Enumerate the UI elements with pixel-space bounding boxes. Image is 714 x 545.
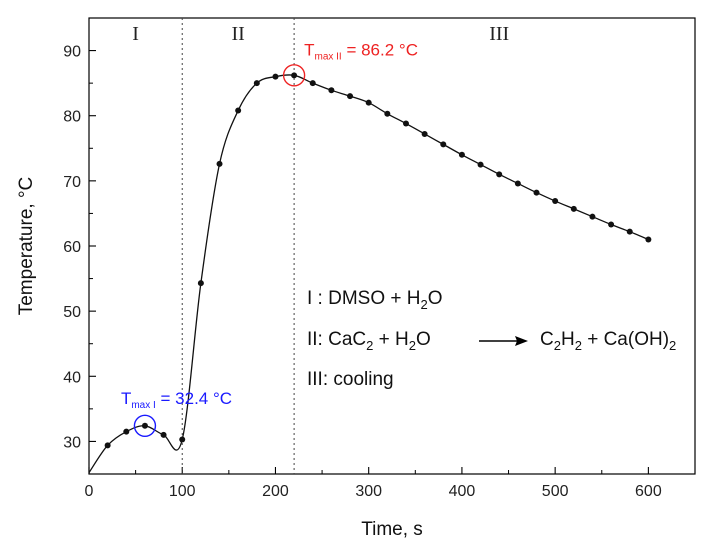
- data-point: [440, 141, 447, 148]
- dividers-layer: I II III: [132, 18, 509, 474]
- data-point: [365, 99, 372, 106]
- data-point: [552, 198, 559, 205]
- y-tick-label: 80: [63, 109, 81, 126]
- data-point: [272, 73, 279, 80]
- legend-line-2-products: C2H2 + Ca(OH)2: [540, 329, 676, 353]
- x-axis-title: Time, s: [361, 519, 423, 540]
- tmax-subscript: max I: [131, 400, 155, 411]
- data-point: [533, 189, 540, 196]
- x-tick-label: 200: [262, 483, 289, 500]
- data-point: [402, 120, 409, 127]
- data-point: [141, 422, 148, 429]
- x-tick-label: 600: [635, 483, 662, 500]
- legend-reactant-sub1: 2: [366, 338, 373, 353]
- x-tick-label: 100: [169, 483, 196, 500]
- data-point: [421, 130, 428, 137]
- data-point: [123, 428, 130, 435]
- temperature-curve: [88, 74, 649, 474]
- y-tick-label: 40: [63, 369, 81, 386]
- region-label-I: I: [132, 23, 139, 45]
- legend-line-3: III: cooling: [307, 369, 394, 390]
- legend-line-1-text: I : DMSO + H: [307, 288, 421, 309]
- data-point: [253, 80, 260, 87]
- tmax-label: Tmax I = 32.4 °C: [121, 389, 232, 411]
- legend-product-sub2: 2: [575, 338, 582, 353]
- y-tick-label: 90: [63, 44, 81, 61]
- x-tick-label: 400: [449, 483, 476, 500]
- data-point: [160, 431, 167, 438]
- tmax-symbol: T: [121, 389, 131, 408]
- data-point: [328, 87, 335, 94]
- legend-line-1-sub: 2: [421, 297, 428, 312]
- data-point: [291, 72, 298, 79]
- data-point: [570, 205, 577, 212]
- series-layer: [88, 72, 652, 474]
- y-tick-label: 70: [63, 174, 81, 191]
- tmax-value: = 32.4 °C: [156, 389, 232, 408]
- legend-product-b: H: [561, 329, 575, 350]
- data-point: [589, 213, 596, 220]
- legend-product-sub3: 2: [669, 338, 676, 353]
- data-point: [197, 280, 204, 287]
- y-axis-title: Temperature, °C: [16, 177, 37, 316]
- reaction-legend: I : DMSO + H2O II: CaC2 + H2O C2H2 + Ca(…: [307, 288, 676, 390]
- x-tick-label: 0: [85, 483, 94, 500]
- region-label-III: III: [489, 23, 509, 45]
- ticks-layer: 0 100 200 300 400 500 600 30 40 50 60 70 80 90: [63, 44, 662, 500]
- legend-product-a: C: [540, 329, 554, 350]
- legend-reactant-b: + H: [373, 329, 408, 350]
- tmax-marker-circle: [133, 414, 157, 437]
- x-tick-label: 300: [355, 483, 382, 500]
- legend-product-c: + Ca(OH): [582, 329, 669, 350]
- data-point: [645, 236, 652, 243]
- data-point: [384, 110, 391, 117]
- data-point: [496, 171, 503, 178]
- data-point: [608, 221, 615, 228]
- data-point: [104, 442, 111, 449]
- legend-line-1-end: O: [428, 288, 443, 309]
- tmax-value: = 86.2 °C: [342, 40, 418, 59]
- legend-reactant-sub2: 2: [409, 338, 416, 353]
- data-point: [477, 161, 484, 168]
- legend-line-2-reactants: II: CaC2 + H2O: [307, 329, 431, 353]
- tmax-subscript: max II: [314, 51, 341, 62]
- data-point: [458, 151, 465, 158]
- region-label-II: II: [232, 23, 245, 45]
- y-tick-label: 60: [63, 239, 81, 256]
- legend-reactant-a: II: CaC: [307, 329, 366, 350]
- legend-line-1: I : DMSO + H2O: [307, 288, 443, 312]
- legend-reactant-c: O: [416, 329, 431, 350]
- data-point: [626, 228, 633, 235]
- reaction-arrow-head: [515, 336, 528, 346]
- data-point: [514, 180, 521, 187]
- data-point: [216, 160, 223, 167]
- legend-product-sub1: 2: [554, 338, 561, 353]
- tmax-symbol: T: [304, 40, 314, 59]
- data-point: [347, 93, 354, 100]
- data-point: [179, 436, 186, 443]
- x-tick-label: 500: [542, 483, 569, 500]
- y-tick-label: 50: [63, 304, 81, 321]
- y-tick-label: 30: [63, 434, 81, 451]
- data-point: [235, 107, 242, 114]
- tmax-marker-circle: [282, 64, 306, 87]
- tmax-label: Tmax II = 86.2 °C: [304, 40, 418, 62]
- data-point: [309, 80, 316, 87]
